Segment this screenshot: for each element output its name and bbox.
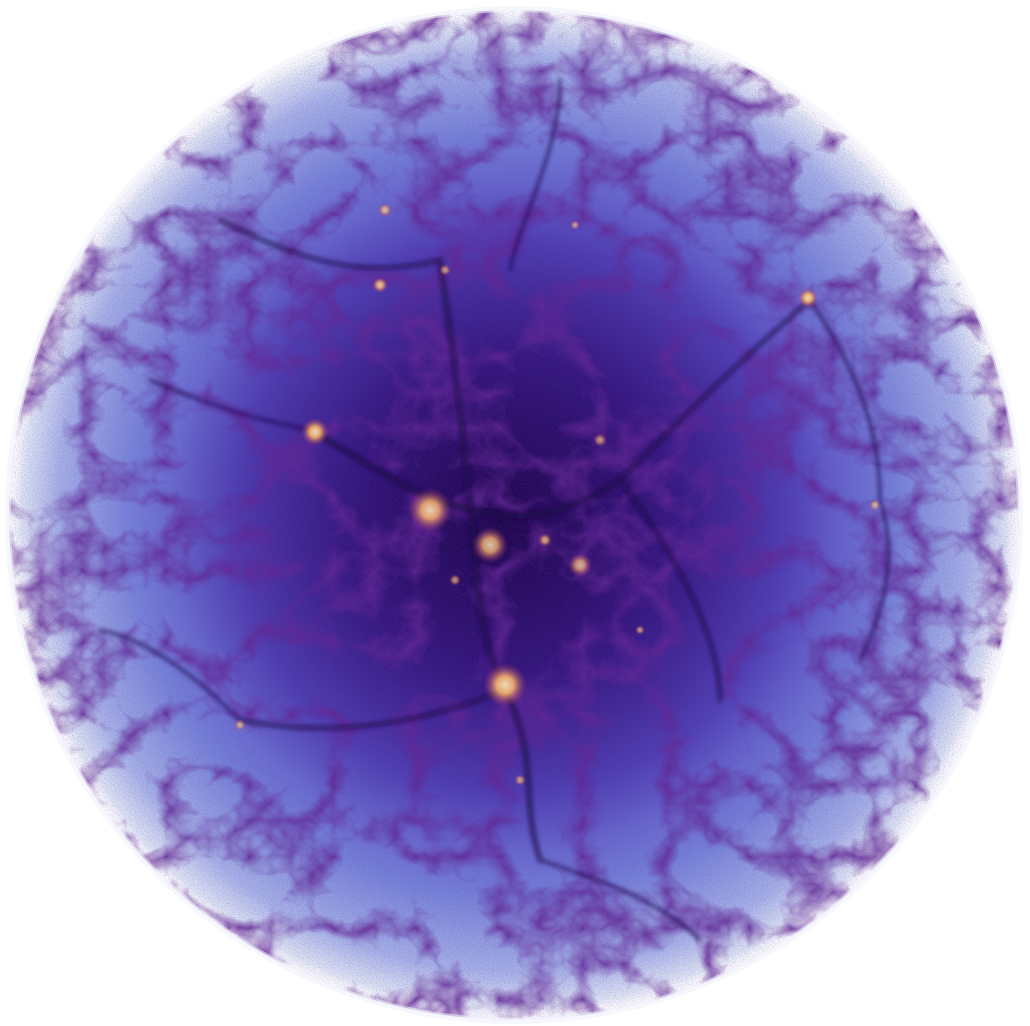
cluster-upper-right [798,288,818,308]
cluster-mid-right [568,553,592,577]
cluster-small-1 [538,533,552,547]
cluster-upper [372,277,388,293]
cluster-small-5 [234,719,246,731]
cluster-top [378,203,392,217]
cluster-small-3 [449,574,461,586]
cluster-small-7 [439,264,451,276]
cluster-left [301,418,329,446]
cluster-small-8 [635,625,645,635]
cluster-small-9 [570,220,580,230]
hot-clusters [234,203,881,786]
cluster-lower [483,663,527,707]
cluster-center [408,488,452,532]
sphere-edge [5,6,1023,1024]
cluster-center-right [472,527,508,563]
cluster-small-4 [514,774,526,786]
cluster-small-2 [593,433,607,447]
cluster-small-6 [869,499,881,511]
major-filaments [98,78,890,942]
